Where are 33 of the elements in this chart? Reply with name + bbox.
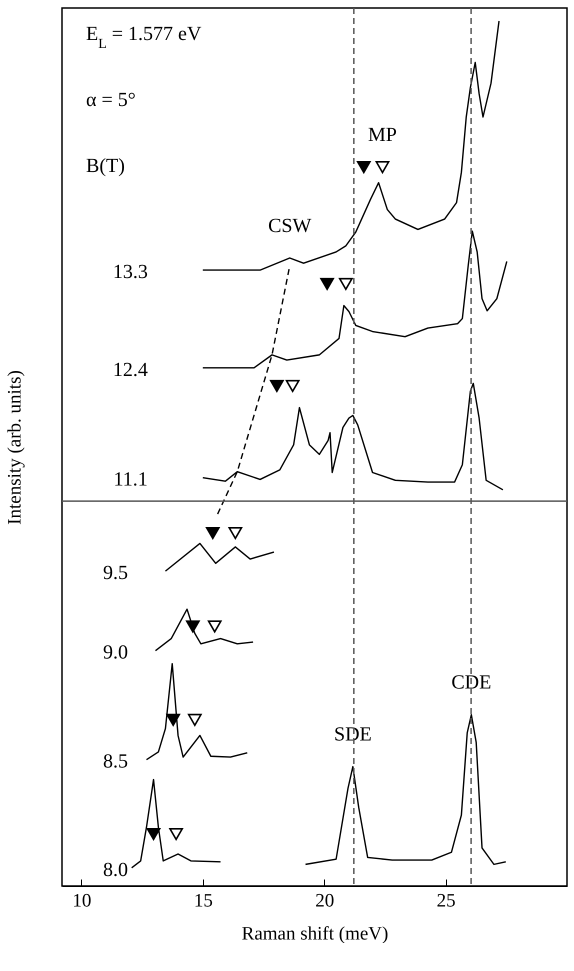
point [356,161,371,174]
series-label: 9.5 [103,562,128,584]
x-tick-label: 20 [315,890,334,912]
annotation: MP [368,124,397,146]
text: 11.1 [114,468,148,491]
annotation: α = 5° [86,89,136,111]
point [186,620,200,633]
point [228,526,242,540]
point [376,161,390,174]
series-label: 8.5 [103,750,128,773]
text: 13.3 [112,261,148,284]
point [146,828,160,840]
point [169,828,184,840]
x-tick-label: 15 [194,890,213,912]
x-tick-label: 10 [72,890,92,912]
series-label: 9.0 [103,642,128,664]
annotation: CDE [451,672,492,694]
point [188,714,202,726]
point [166,714,180,726]
annotation: CSW [268,214,312,237]
annotation: E$_{L}$ = 1.577 eV [86,23,202,52]
y-axis-title: Intensity (arb. units) [4,370,26,525]
point [270,380,284,392]
x-tick-label: 25 [436,890,456,912]
point [338,278,353,290]
series-label: 8.0 [103,858,128,881]
point [206,526,220,540]
annotation: SDE [334,724,372,746]
point [286,380,300,392]
point [208,620,222,633]
text: 12.4 [112,358,148,381]
point [320,278,334,290]
legend-title: B(T) [86,155,125,177]
